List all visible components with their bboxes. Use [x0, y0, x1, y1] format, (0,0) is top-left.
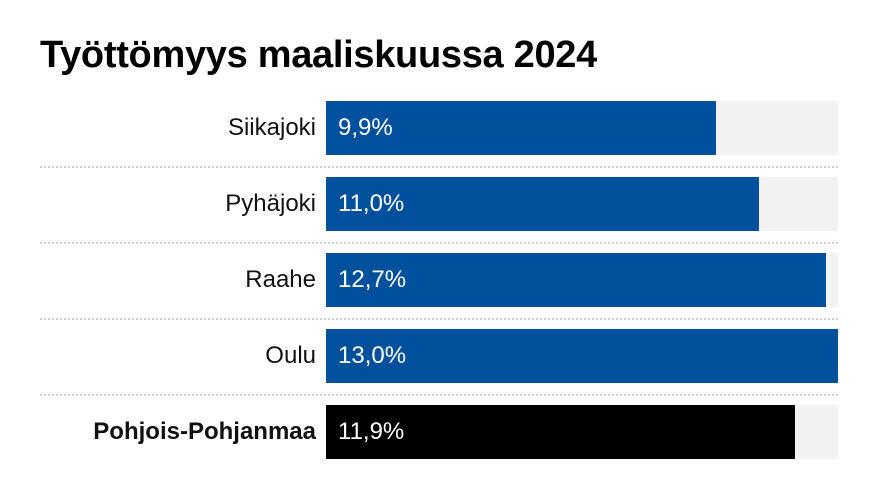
- bar-row: Pohjois-Pohjanmaa 11,9%: [40, 405, 838, 459]
- category-label: Raahe: [245, 266, 316, 293]
- bar: 12,7%: [326, 253, 827, 307]
- bar-track: 11,0%: [326, 177, 838, 231]
- row-separator: [40, 318, 838, 320]
- row-separator: [40, 166, 838, 168]
- category-label: Pohjois-Pohjanmaa: [93, 418, 316, 445]
- bar-row: Raahe 12,7%: [40, 253, 838, 307]
- bar-track: 12,7%: [326, 253, 838, 307]
- chart-title: Työttömyys maaliskuussa 2024: [40, 34, 597, 76]
- bar-track: 9,9%: [326, 101, 838, 155]
- bar-row: Siikajoki 9,9%: [40, 101, 838, 155]
- bar-track: 11,9%: [326, 405, 838, 459]
- value-label: 11,0%: [338, 190, 405, 217]
- category-label: Oulu: [265, 342, 316, 369]
- bar: 9,9%: [326, 101, 716, 155]
- category-label: Pyhäjoki: [225, 190, 316, 217]
- bar-track: 13,0%: [326, 329, 838, 383]
- value-label: 13,0%: [338, 342, 407, 369]
- bar: 11,9%: [326, 405, 795, 459]
- row-separator: [40, 242, 838, 244]
- bar-row: Pyhäjoki 11,0%: [40, 177, 838, 231]
- value-label: 12,7%: [338, 266, 407, 293]
- bar: 11,0%: [326, 177, 760, 231]
- value-label: 9,9%: [338, 114, 393, 141]
- category-label: Siikajoki: [227, 114, 316, 141]
- bar-row: Oulu 13,0%: [40, 329, 838, 383]
- value-label: 11,9%: [338, 418, 405, 445]
- row-separator: [40, 394, 838, 396]
- bar: 13,0%: [326, 329, 838, 383]
